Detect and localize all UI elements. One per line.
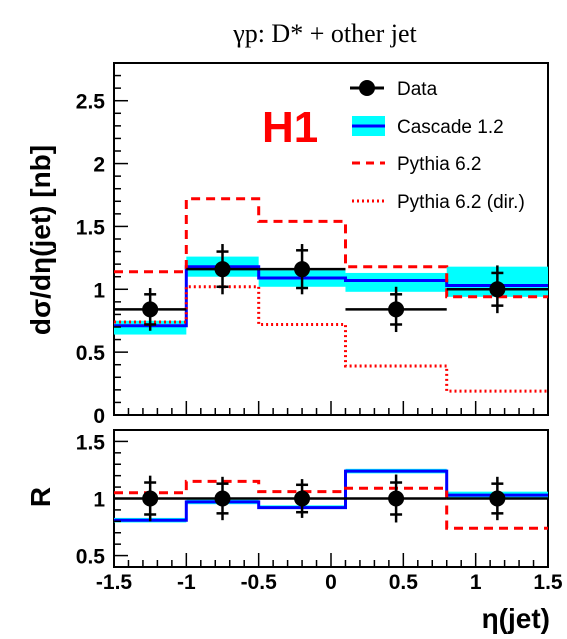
top-data-point-4 <box>388 301 405 318</box>
x-axis-title: η(jet) <box>482 603 550 634</box>
bottom-y-tick-label: 1.5 <box>76 431 106 454</box>
bottom-data-point-3 <box>294 490 311 507</box>
top-y-tick-label: 0.5 <box>76 342 106 365</box>
bottom-data-point-4 <box>388 490 405 507</box>
top-y-tick-label: 1.5 <box>76 216 106 239</box>
top-y-axis-title: dσ/dη(jet) [nb] <box>25 145 56 335</box>
top-panel-plot <box>114 197 548 393</box>
bottom-cascade-line <box>114 469 548 522</box>
top-y-tick-label: 2 <box>93 154 105 177</box>
top-data-point-5 <box>489 281 506 298</box>
bottom-data-point-1 <box>142 490 159 507</box>
top-panel-frame <box>113 62 549 416</box>
x-tick-label: 1.5 <box>533 571 563 594</box>
x-tick-label: 1 <box>470 571 482 594</box>
bottom-y-axis-title: R <box>25 487 56 507</box>
top-pythia-line <box>114 197 548 299</box>
bottom-y-tick-label: 1 <box>93 489 105 512</box>
legend-data-marker <box>359 80 375 96</box>
legend: Data Cascade 1.2 Pythia 6.2 Pythia 6.2 (… <box>350 79 525 213</box>
legend-data-label: Data <box>397 79 438 100</box>
h1-logo: H1 <box>262 103 318 152</box>
bottom-pythia-line <box>114 479 548 530</box>
x-tick-label: 0.5 <box>389 571 419 594</box>
top-y-tick-label: 0 <box>93 405 105 428</box>
legend-pythia-label: Pythia 6.2 <box>397 154 482 175</box>
bottom-data-point-5 <box>489 490 506 507</box>
top-cascade-band-bin-4 <box>345 272 447 292</box>
x-tick-label: -0.5 <box>241 571 278 594</box>
bottom-panel-plot <box>114 468 548 530</box>
x-tick-label: -1.5 <box>96 571 133 594</box>
top-data-point-1 <box>142 301 159 318</box>
top-data-point-3 <box>294 261 311 278</box>
top-data-point-2 <box>214 261 231 278</box>
top-y-tick-label: 1 <box>93 279 105 302</box>
legend-pythia-dir-label: Pythia 6.2 (dir.) <box>397 192 525 213</box>
bottom-data-point-2 <box>214 490 231 507</box>
axes: 0 0.5 1 1.5 2 2.5 0.5 1 1.5 -1.5 -1 -0.5 0 0.5 1 1.5 <box>76 62 563 594</box>
chart-title: γp: D* + other jet <box>232 19 417 48</box>
x-tick-label: -1 <box>177 571 196 594</box>
bottom-y-tick-label: 0.5 <box>76 546 106 569</box>
top-y-tick-label: 2.5 <box>76 91 106 114</box>
top-pythia-dir-line <box>114 285 548 393</box>
legend-cascade-label: Cascade 1.2 <box>397 117 504 138</box>
x-tick-label: 0 <box>325 571 337 594</box>
